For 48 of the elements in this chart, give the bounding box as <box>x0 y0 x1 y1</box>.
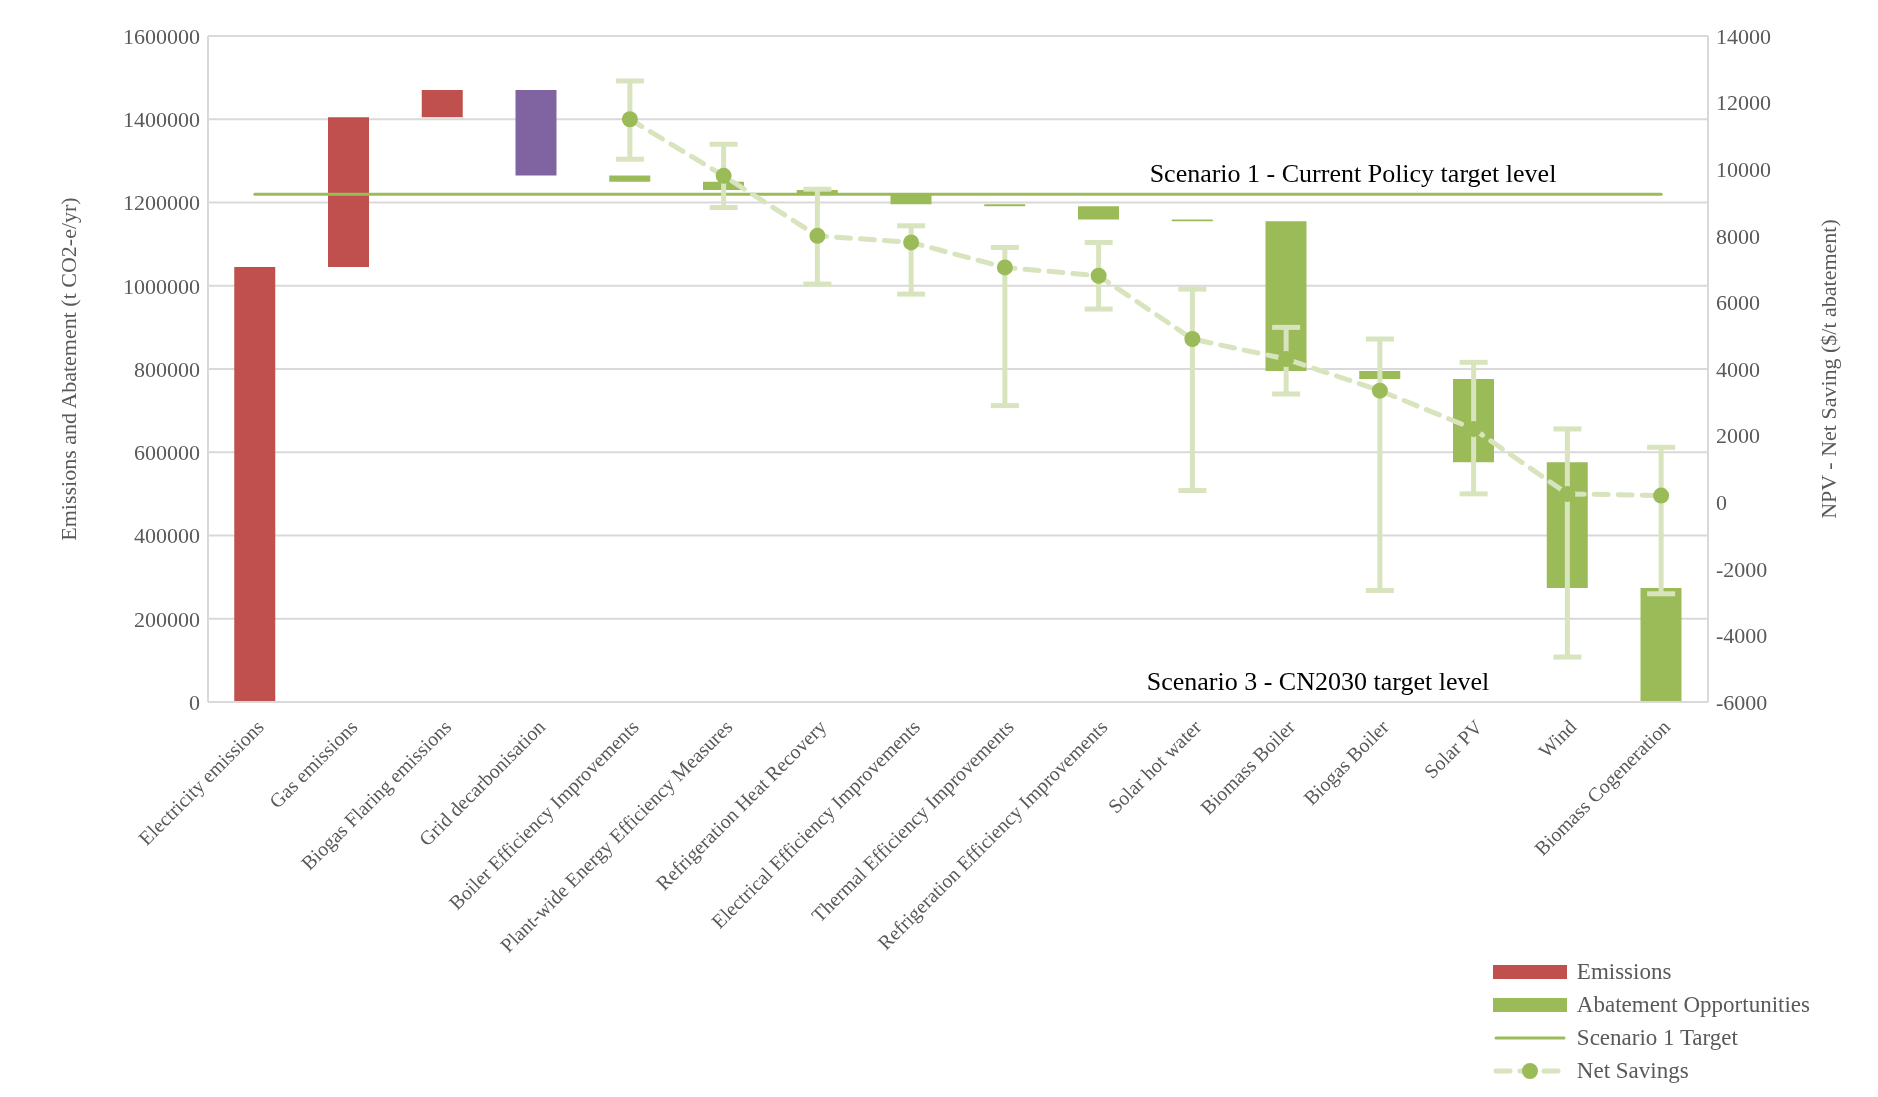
bar <box>515 90 557 176</box>
bar <box>1640 587 1682 702</box>
bar <box>1265 221 1307 372</box>
bar <box>609 175 651 182</box>
y-tick-label: 1400000 <box>123 107 200 133</box>
legend-label: Scenario 1 Target <box>1576 1024 1738 1051</box>
y2-tick-label: 12000 <box>1716 90 1771 116</box>
point <box>715 167 732 184</box>
y-tick-label: 400000 <box>134 523 200 549</box>
y-tick-label: 600000 <box>134 440 200 466</box>
y2-tick-label: 10000 <box>1716 157 1771 183</box>
y2-tick-label: -2000 <box>1716 556 1768 582</box>
y-tick-label: 1200000 <box>123 190 200 216</box>
annotation: Scenario 3 - CN2030 target level <box>1146 667 1490 696</box>
y2-tick-label: 14000 <box>1716 23 1771 49</box>
y-tick-label: 0 <box>189 689 200 715</box>
bar <box>1078 206 1119 220</box>
point <box>621 111 638 128</box>
point <box>1653 487 1670 504</box>
y-axis-title: Emissions and Abatement (t CO2-e/yr) <box>55 197 81 541</box>
point <box>1278 351 1295 368</box>
y-tick-label: 800000 <box>134 356 200 382</box>
y-tick-label: 1000000 <box>123 273 200 299</box>
annotation: Scenario 1 - Current Policy target level <box>1149 159 1557 189</box>
y-tick-label: 1600000 <box>123 23 200 49</box>
y2-tick-label: 8000 <box>1716 223 1760 249</box>
point <box>1184 331 1201 348</box>
point <box>809 227 826 244</box>
y2-tick-label: -6000 <box>1716 689 1768 715</box>
y-tick-label: 200000 <box>134 606 200 632</box>
bar <box>421 90 463 118</box>
y2-axis-title: NPV - Net Saving ($/t abatement) <box>1815 219 1841 519</box>
point <box>996 259 1013 276</box>
y2-tick-label: 0 <box>1716 490 1727 516</box>
point <box>1559 485 1576 502</box>
y2-tick-label: -4000 <box>1716 623 1768 649</box>
point <box>1371 382 1388 399</box>
y2-tick-label: 4000 <box>1716 356 1760 382</box>
legend-label: Emissions <box>1576 958 1672 985</box>
bar <box>328 117 369 268</box>
bar <box>984 204 1026 207</box>
legend-label: Abatement Opportunities <box>1576 991 1810 1018</box>
bar <box>234 267 276 702</box>
point <box>903 234 920 251</box>
point <box>1090 267 1107 284</box>
legend-label: Net Savings <box>1576 1057 1689 1084</box>
y2-tick-label: 2000 <box>1716 423 1760 449</box>
y2-tick-label: 6000 <box>1716 290 1760 316</box>
